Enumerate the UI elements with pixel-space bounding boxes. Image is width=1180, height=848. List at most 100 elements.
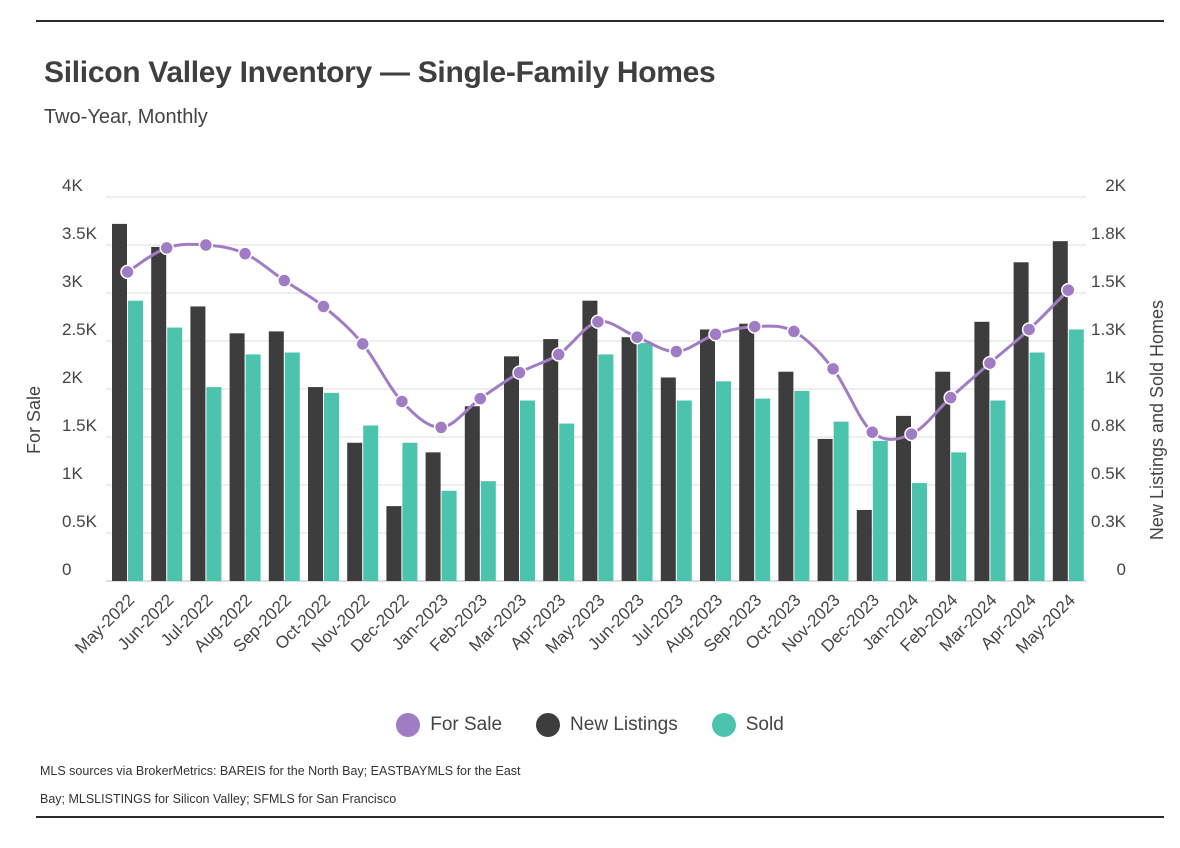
bar-sold bbox=[520, 400, 535, 581]
left-axis-title: For Sale bbox=[24, 386, 44, 454]
point-for-sale bbox=[786, 324, 802, 339]
point-for-sale bbox=[198, 237, 214, 253]
right-tick-label: 2K bbox=[1105, 176, 1126, 195]
bars bbox=[112, 223, 1084, 582]
bar-sold bbox=[912, 483, 927, 581]
bar-new-listings bbox=[700, 329, 715, 581]
point-for-sale bbox=[120, 264, 135, 280]
bar-sold bbox=[167, 327, 183, 581]
legend-swatch-sold bbox=[711, 713, 736, 737]
source-note-line-1: MLS sources via BrokerMetrics: BAREIS fo… bbox=[40, 764, 521, 778]
bar-new-listings bbox=[112, 223, 127, 581]
bar-new-listings bbox=[229, 333, 245, 581]
bar-new-listings bbox=[425, 452, 441, 581]
bar-new-listings bbox=[268, 331, 284, 581]
bar-new-listings bbox=[896, 415, 911, 581]
bar-sold bbox=[637, 342, 653, 581]
top-rule bbox=[36, 20, 1164, 22]
bar-sold bbox=[559, 423, 575, 581]
right-tick-label: 1.3K bbox=[1091, 320, 1127, 339]
legend-item-sold[interactable]: Sold bbox=[711, 713, 784, 737]
bar-sold bbox=[441, 490, 457, 581]
bar-new-listings bbox=[739, 323, 755, 581]
bar-sold bbox=[794, 390, 810, 581]
bar-new-listings bbox=[151, 246, 167, 582]
legend-label-for-sale: For Sale bbox=[430, 714, 503, 735]
point-for-sale bbox=[747, 319, 762, 334]
bar-sold bbox=[755, 398, 771, 581]
bar-new-listings bbox=[660, 377, 676, 581]
bar-sold bbox=[951, 452, 967, 581]
bar-sold bbox=[402, 442, 418, 581]
left-tick-label: 2K bbox=[62, 368, 83, 387]
bottom-rule bbox=[36, 816, 1164, 818]
bar-new-listings bbox=[308, 387, 323, 581]
bar-sold bbox=[363, 425, 379, 581]
legend-item-for-sale[interactable]: For Sale bbox=[396, 713, 502, 737]
bar-sold bbox=[206, 387, 222, 581]
point-for-sale bbox=[277, 273, 292, 288]
source-note-line-2: Bay; MLSLISTINGS for Silicon Valley; SFM… bbox=[40, 792, 397, 806]
left-tick-label: 0.5K bbox=[62, 512, 98, 531]
legend-swatch-for-sale bbox=[396, 713, 421, 737]
right-axis-ticks: 0 0.3K 0.5K 0.8K 1K 1.3K 1.5K 1.8K 2K bbox=[1091, 176, 1127, 579]
point-for-sale bbox=[355, 336, 370, 352]
bar-new-listings bbox=[190, 306, 206, 581]
right-tick-label: 0.8K bbox=[1091, 416, 1127, 435]
left-tick-label: 3K bbox=[62, 272, 83, 291]
right-tick-label: 1.5K bbox=[1091, 272, 1127, 291]
bar-sold bbox=[872, 440, 888, 581]
bar-new-listings bbox=[1052, 241, 1068, 581]
bar-sold bbox=[284, 352, 300, 581]
point-for-sale bbox=[590, 314, 606, 330]
point-for-sale bbox=[904, 426, 919, 442]
bar-new-listings bbox=[974, 321, 990, 581]
bar-sold bbox=[833, 421, 849, 581]
point-for-sale bbox=[669, 344, 684, 359]
right-axis-title: New Listings and Sold Homes bbox=[1147, 300, 1167, 540]
bar-sold bbox=[1068, 329, 1084, 581]
point-for-sale bbox=[316, 299, 331, 314]
bar-new-listings bbox=[504, 356, 519, 581]
bar-new-listings bbox=[582, 300, 598, 581]
right-tick-label: 1.8K bbox=[1091, 224, 1127, 243]
left-tick-label: 4K bbox=[62, 176, 83, 195]
point-for-sale bbox=[1021, 322, 1037, 337]
bar-new-listings bbox=[543, 339, 559, 581]
left-tick-label: 1K bbox=[62, 464, 83, 483]
chart-title: Silicon Valley Inventory — Single-Family… bbox=[44, 56, 716, 89]
left-axis-ticks: 0 0.5K 1K 1.5K 2K 2.5K 3K 3.5K 4K bbox=[62, 176, 98, 579]
left-tick-label: 2.5K bbox=[62, 320, 98, 339]
bar-sold bbox=[245, 354, 261, 581]
bar-new-listings bbox=[621, 337, 637, 581]
bar-sold bbox=[598, 354, 614, 581]
left-tick-label: 1.5K bbox=[62, 416, 98, 435]
bar-new-listings bbox=[935, 371, 951, 581]
legend: For Sale New Listings Sold bbox=[0, 713, 1180, 737]
bar-new-listings bbox=[856, 509, 872, 581]
point-for-sale bbox=[982, 355, 998, 371]
right-tick-label: 1K bbox=[1105, 368, 1126, 387]
legend-item-new-listings[interactable]: New Listings bbox=[536, 713, 678, 737]
bar-sold bbox=[676, 400, 692, 581]
left-tick-label: 0 bbox=[62, 560, 71, 579]
legend-label-sold: Sold bbox=[745, 714, 784, 735]
bar-new-listings bbox=[1013, 262, 1029, 581]
point-for-sale bbox=[865, 424, 880, 440]
point-for-sale bbox=[825, 361, 841, 377]
for-sale-line bbox=[120, 237, 1076, 442]
bar-sold bbox=[480, 481, 496, 581]
point-for-sale bbox=[394, 394, 410, 409]
bar-new-listings bbox=[386, 506, 402, 581]
right-tick-label: 0 bbox=[1117, 560, 1126, 579]
chart-subtitle: Two-Year, Monthly bbox=[44, 106, 208, 128]
point-for-sale bbox=[708, 327, 723, 342]
legend-label-new-listings: New Listings bbox=[570, 714, 678, 735]
x-axis-ticks: May-2022Jun-2022Jul-2022Aug-2022Sep-2022… bbox=[71, 590, 1079, 657]
bar-sold bbox=[990, 400, 1006, 581]
point-for-sale bbox=[512, 365, 527, 380]
point-for-sale bbox=[433, 420, 449, 435]
right-tick-label: 0.3K bbox=[1091, 512, 1127, 531]
right-tick-label: 0.5K bbox=[1091, 464, 1127, 483]
point-for-sale bbox=[473, 391, 488, 406]
